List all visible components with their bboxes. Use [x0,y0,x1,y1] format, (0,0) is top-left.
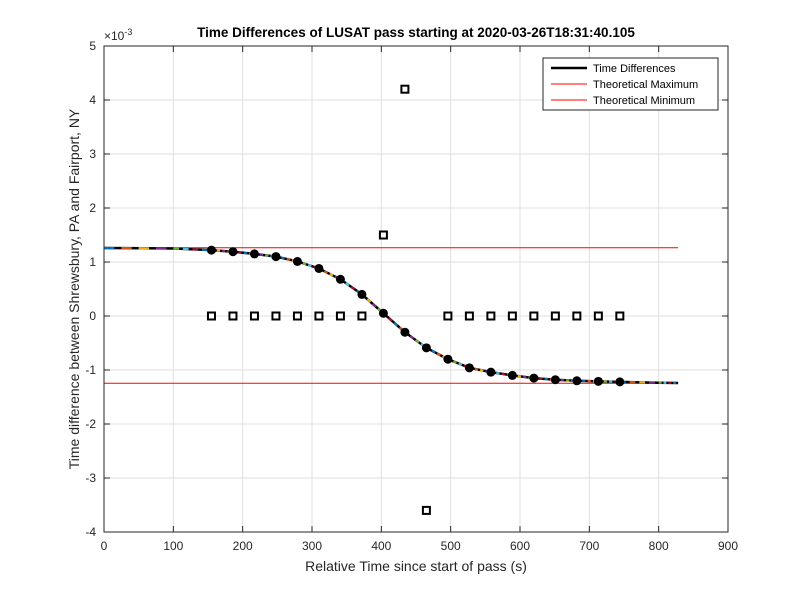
measurement-square [507,311,517,321]
time-difference-segment [345,282,350,287]
measurement-square [529,311,539,321]
x-tick-label: 600 [510,539,530,553]
time-difference-point [507,370,517,380]
time-difference-segment [431,349,436,354]
time-difference-segment [458,362,463,366]
time-difference-point [249,249,259,259]
x-tick-label: 900 [718,539,738,553]
measurement-square [378,230,388,240]
legend: Time Differences Theoretical Maximum Theor… [542,57,719,111]
time-difference-segment [415,339,420,344]
x-tick-label: 100 [163,539,183,553]
y-tick-label: 3 [89,147,96,161]
measurement-square [615,311,625,321]
time-difference-segment [302,262,307,266]
time-difference-point [443,354,453,364]
time-difference-point [228,247,238,257]
time-difference-segment [452,360,457,364]
time-difference-point [572,376,582,386]
y-tick-label: -4 [85,525,96,539]
measurement-square [550,311,560,321]
time-difference-point [421,343,431,353]
time-difference-segment [329,272,334,277]
grid [104,46,728,532]
measurement-square [249,311,259,321]
time-difference-segment [388,317,393,322]
time-difference-segment [307,263,312,268]
time-difference-point [529,373,539,383]
x-tick-label: 200 [233,539,253,553]
time-difference-segment [366,298,372,303]
y-tick-label: 4 [89,93,96,107]
y-exponent-base: ×10 [104,29,125,43]
measurement-square [228,311,238,321]
time-difference-segment [323,270,329,274]
y-tick-label: 2 [89,201,96,215]
time-difference-point [206,245,216,255]
legend-label: Theoretical Maximum [593,79,698,91]
time-difference-point [486,367,496,377]
time-difference-segment [436,352,441,357]
measurement-square [572,311,582,321]
time-difference-point [464,363,474,373]
measurement-square [292,311,302,321]
y-tick-label: -1 [85,363,96,377]
time-difference-segment [371,303,377,308]
y-tick-label: -3 [85,471,96,485]
y-exponent-label: ×10-3 [104,27,132,43]
measurement-square [271,311,281,321]
time-difference-point [378,308,388,318]
time-difference-point [314,263,324,273]
y-tick-label: -2 [85,417,96,431]
time-difference-point [593,376,603,386]
time-difference-point [357,289,367,299]
time-difference-point [615,377,625,387]
x-tick-label: 500 [441,539,461,553]
time-difference-point [271,252,281,262]
x-tick-label: 700 [579,539,599,553]
measurement-square [400,84,410,94]
chart-title: Time Differences of LUSAT pass starting … [197,25,635,40]
measurement-square [443,311,453,321]
time-difference-segment [409,335,415,340]
measurement-square [206,311,216,321]
time-difference-segment [479,368,484,372]
x-axis-label: Relative Time since start of pass (s) [305,558,527,574]
measurement-square [486,311,496,321]
time-difference-segment [393,321,399,327]
y-axis-label: Time difference between Shrewsbury, PA a… [66,108,82,469]
x-tick-label: 300 [302,539,322,553]
time-difference-point [400,327,410,337]
plot-frame [103,45,729,533]
measurement-square [593,311,603,321]
time-difference-segment [350,285,356,291]
y-tick-label: 0 [89,309,96,323]
measurement-square [357,311,367,321]
measurement-square [421,505,431,515]
measurement-square [464,311,474,321]
legend-label: Theoretical Minimum [593,95,695,107]
x-tick-label: 0 [101,539,108,553]
time-difference-segment [281,256,285,260]
axes: 0 100 200 300 400 500 600 700 800 900 -4 -3 -2 -1 0 1 2 3… [85,39,738,553]
time-difference-segment [286,257,291,261]
legend-label: Time Differences [593,63,676,75]
time-difference-point [292,256,302,266]
x-tick-label: 800 [649,539,669,553]
measurement-square [335,311,345,321]
y-tick-label: 1 [89,255,96,269]
y-tick-label: 5 [89,39,96,53]
time-difference-point [335,274,345,284]
plot-area [103,84,679,515]
y-exponent-power: -3 [124,27,132,37]
measurement-square [314,311,324,321]
time-difference-segment [474,367,479,371]
time-difference-point [550,375,560,385]
x-tick-label: 400 [371,539,391,553]
